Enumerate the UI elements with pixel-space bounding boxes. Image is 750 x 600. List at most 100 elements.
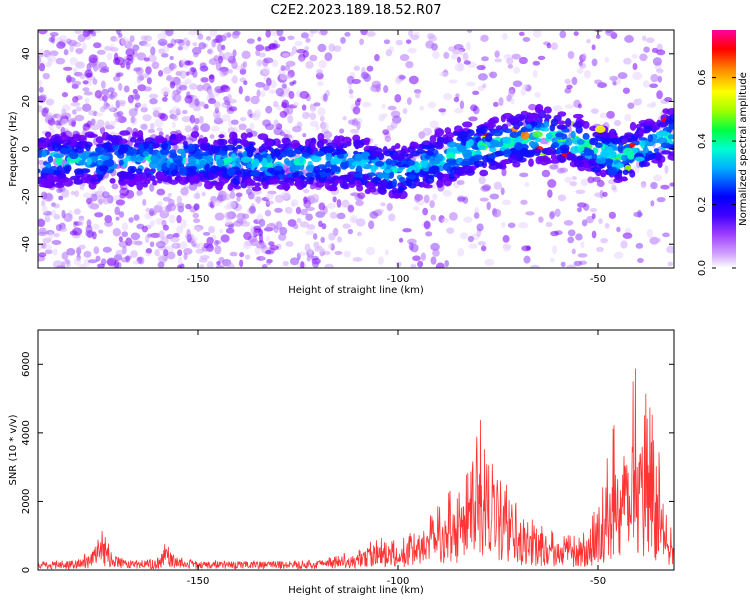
spectrogram-cell xyxy=(366,31,376,37)
spectrogram-cell xyxy=(459,100,465,110)
spectrogram-cell xyxy=(341,160,351,169)
spectrogram-cell xyxy=(281,83,288,89)
spectrogram-cell xyxy=(125,255,131,263)
spectrogram-cell xyxy=(202,178,209,183)
spectrogram-cell xyxy=(144,234,150,244)
spectrogram-cell xyxy=(53,120,63,126)
spectrogram-cell xyxy=(145,66,152,75)
spectrogram-cell xyxy=(46,54,57,63)
spectrogram-cell xyxy=(171,121,176,129)
spectrogram-cell xyxy=(244,95,251,102)
spectrogram-cell xyxy=(552,105,563,112)
spectrogram-cell xyxy=(439,71,449,77)
spectrogram-cell xyxy=(146,77,152,85)
spectrogram-cell xyxy=(646,103,656,109)
spectrogram-cell xyxy=(72,96,79,103)
spectrogram-cell xyxy=(156,188,166,196)
spectrogram-cell xyxy=(279,226,288,236)
spectrogram-cell xyxy=(93,246,100,255)
spectrogram-cell xyxy=(262,83,270,91)
spectrogram-cell xyxy=(114,37,121,42)
spectrogram-cell xyxy=(650,181,658,190)
spectrogram-cell xyxy=(140,35,148,42)
spectrogram-cell xyxy=(327,243,333,249)
spectrogram-cell xyxy=(200,123,211,133)
spectrogram-cell xyxy=(293,158,300,165)
spectrogram-cell xyxy=(356,231,362,237)
spectrogram-cell xyxy=(130,136,137,143)
spectrogram-cell xyxy=(320,30,328,36)
spectrogram-cell xyxy=(460,232,468,240)
spectrogram-cells xyxy=(38,30,674,268)
spectrogram-cell xyxy=(549,124,556,132)
spectrogram-cell xyxy=(189,83,198,90)
spectrogram-cell xyxy=(231,31,240,39)
spectrogram-cell xyxy=(543,120,550,128)
spectrogram-cell xyxy=(549,164,559,170)
spectrogram-cell xyxy=(656,197,666,203)
spectrogram-cell xyxy=(443,93,452,101)
spectrogram-cell xyxy=(135,168,143,175)
spectrogram-cell xyxy=(477,241,487,246)
spectrogram-cell xyxy=(383,169,392,174)
spectrogram-cell xyxy=(432,51,440,59)
spectrogram-cell xyxy=(604,222,610,229)
spectrogram-cell xyxy=(155,171,165,181)
spectrogram-cell xyxy=(170,236,180,243)
spectrogram-cell xyxy=(380,172,390,179)
spectrogram-cell xyxy=(434,141,444,150)
spectrogram-cell xyxy=(41,205,48,214)
spectrogram-cell xyxy=(269,244,279,251)
spectrogram-cell xyxy=(118,116,124,123)
spectrogram-cell xyxy=(131,240,138,245)
y-tick-label: 2000 xyxy=(21,489,32,514)
spectrogram-cell xyxy=(85,225,93,234)
colorbar: 0.0 0.2 0.4 0.6 Normalized spectral amplitu… xyxy=(697,30,749,276)
spectrogram-cell xyxy=(627,138,634,143)
spectrogram-cell xyxy=(331,164,339,173)
colorbar-label: Normalized spectral amplitude xyxy=(738,72,749,226)
spectrogram-cell xyxy=(310,198,319,204)
spectrogram-cell xyxy=(492,208,502,218)
spectrogram-cell xyxy=(486,122,497,128)
spectrogram-cell xyxy=(199,255,210,260)
spectrogram-cell xyxy=(78,160,87,166)
spectrogram-cell xyxy=(55,224,62,232)
spectrogram-cell xyxy=(617,72,628,79)
spectrogram-cell xyxy=(575,233,583,241)
spectrogram-cell xyxy=(38,80,43,87)
spectrogram-cell xyxy=(75,47,84,53)
spectrogram-cell xyxy=(102,142,108,150)
spectrogram-cell xyxy=(668,122,674,130)
spectrogram-cell xyxy=(321,121,329,131)
spectrogram-cell xyxy=(192,42,198,47)
spectrogram-cell xyxy=(353,139,363,146)
spectrogram-cell xyxy=(221,67,229,76)
spectrogram-cell xyxy=(463,60,471,65)
spectrogram-cell xyxy=(125,189,135,199)
spectrogram-cell xyxy=(68,151,79,160)
spectrogram-cell xyxy=(276,184,286,190)
spectrogram-cell xyxy=(356,97,362,103)
spectrogram-cell xyxy=(571,76,578,86)
spectrogram-cell xyxy=(555,132,564,138)
spectrogram-cell xyxy=(564,87,572,94)
spectrogram-cell xyxy=(643,128,651,134)
spectrogram-cell xyxy=(356,121,361,130)
spectrogram-cell xyxy=(190,131,200,139)
spectrogram-cell xyxy=(363,73,372,82)
spectrogram-cell xyxy=(638,160,645,168)
spectrogram-cell xyxy=(286,106,294,115)
spectrogram-cell xyxy=(596,246,604,253)
spectrogram-cell xyxy=(417,260,424,268)
spectrogram-cell xyxy=(303,196,308,204)
spectrogram-cell xyxy=(194,226,202,231)
spectrogram-cell xyxy=(519,172,529,178)
spectrogram-cell xyxy=(484,258,495,266)
spectrogram-cell xyxy=(263,57,274,64)
spectrogram-cell xyxy=(289,257,300,266)
spectrogram-cell xyxy=(616,226,621,233)
spectrogram-cell xyxy=(66,259,71,268)
spectrogram-cell xyxy=(227,93,232,101)
spectrogram-cell xyxy=(172,243,178,248)
